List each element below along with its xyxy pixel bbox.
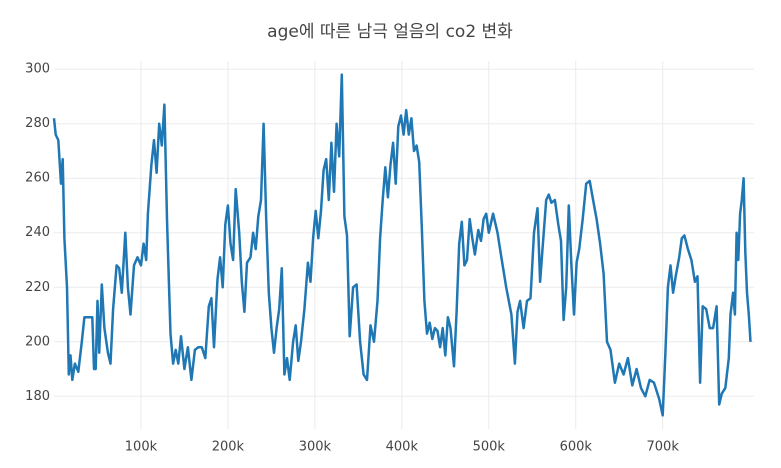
y-tick-label: 240 — [25, 225, 50, 240]
y-tick-label: 300 — [25, 62, 50, 77]
chart-title: age에 따른 남극 얼음의 co2 변화 — [267, 22, 513, 42]
y-tick-label: 200 — [25, 334, 50, 349]
y-tick-label: 180 — [25, 389, 50, 404]
x-tick-label: 300k — [299, 440, 332, 455]
y-tick-label: 220 — [25, 280, 50, 295]
x-tick-label: 600k — [560, 440, 593, 455]
data-line — [52, 73, 752, 417]
x-tick-label: 500k — [473, 440, 506, 455]
x-tick-label: 200k — [212, 440, 245, 455]
y-tick-label: 260 — [25, 171, 50, 186]
x-tick-label: 700k — [647, 440, 680, 455]
x-tick-label: 100k — [125, 440, 158, 455]
y-tick-label: 280 — [25, 116, 50, 131]
x-tick-label: 400k — [386, 440, 419, 455]
